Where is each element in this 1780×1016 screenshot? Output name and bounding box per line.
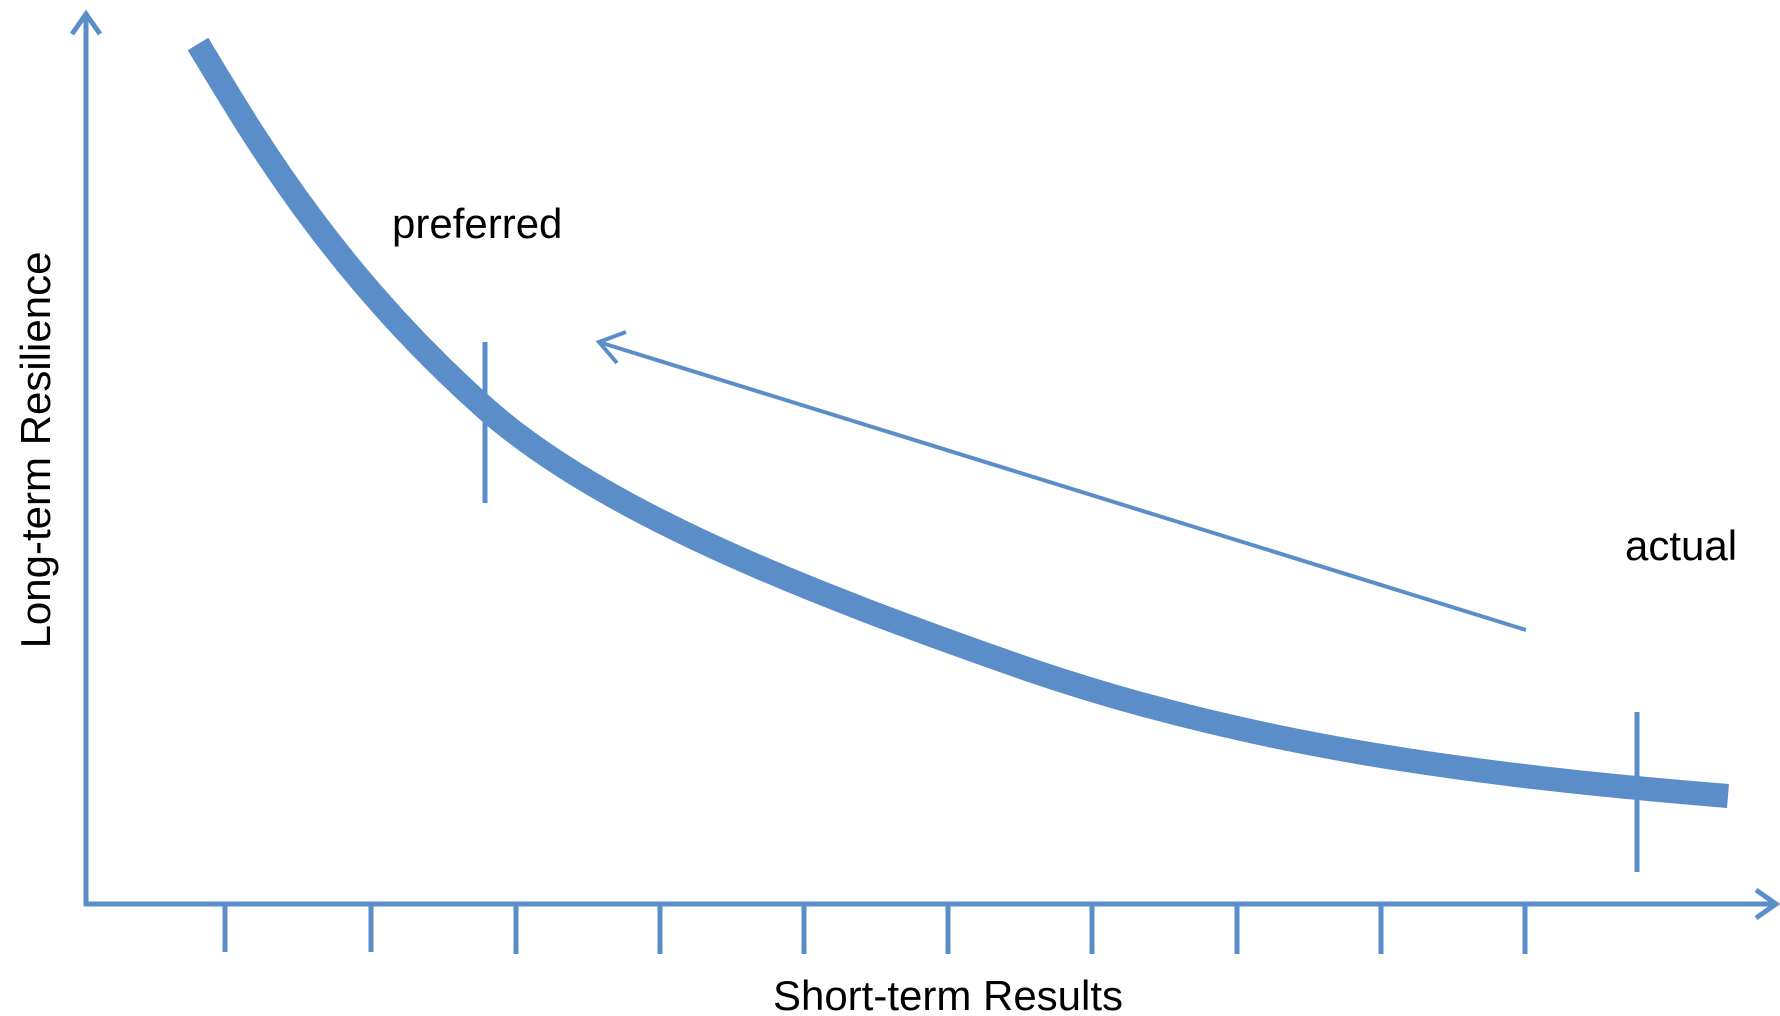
preferred-label: preferred <box>392 200 562 247</box>
actual-label: actual <box>1625 522 1737 569</box>
x-axis-ticks <box>222 904 1528 954</box>
y-axis-title: Long-term Resilience <box>12 252 59 649</box>
y-axis-arrowhead <box>69 9 103 36</box>
x-axis-arrowhead <box>1754 887 1780 921</box>
tradeoff-curve <box>187 37 1729 808</box>
shift-arrow-shaft <box>601 341 1527 632</box>
x-axis-title: Short-term Results <box>773 972 1123 1016</box>
shift-arrow-head <box>595 330 627 365</box>
